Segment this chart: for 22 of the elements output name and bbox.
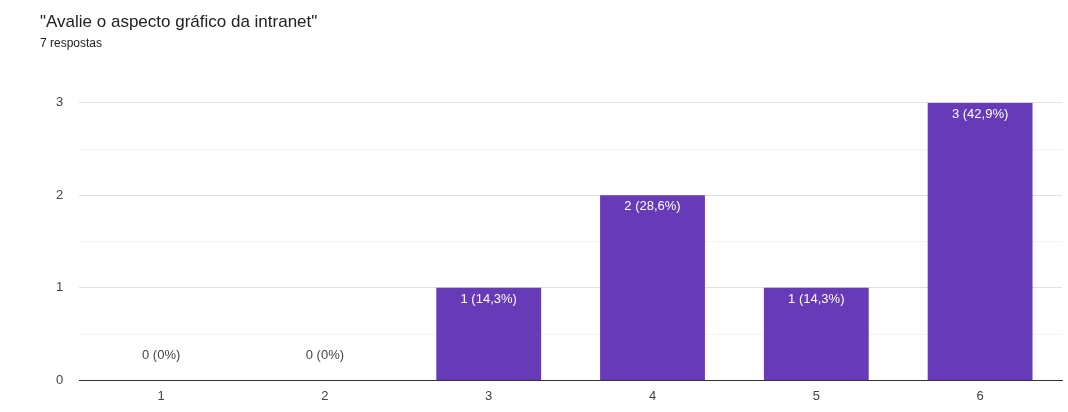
data-label: 1 (14,3%) [788,290,845,306]
bar [927,102,1033,380]
x-tick-label: 3 [485,387,493,403]
x-tick-label: 4 [648,387,657,403]
data-label: 0 (0%) [305,347,345,363]
data-label: 1 (14,3%) [460,290,517,306]
data-label: 2 (28,6%) [624,198,681,214]
chart-title: "Avalie o aspecto gráfico da intranet" [40,11,318,31]
y-tick-label: 2 [56,186,64,202]
x-tick-label: 1 [157,387,165,403]
y-tick-label: 0 [56,371,64,387]
bar [600,195,705,380]
x-tick-label: 5 [812,387,820,403]
chart-subtitle: 7 respostas [40,35,103,50]
data-label: 3 (42,9%) [951,105,1009,121]
x-tick-label: 2 [321,387,329,403]
bar [436,287,542,380]
data-label: 0 (0%) [141,347,181,363]
bar [763,287,869,380]
y-tick-label: 1 [56,279,64,295]
x-tick-label: 6 [976,387,984,403]
y-tick-label: 3 [56,94,64,110]
